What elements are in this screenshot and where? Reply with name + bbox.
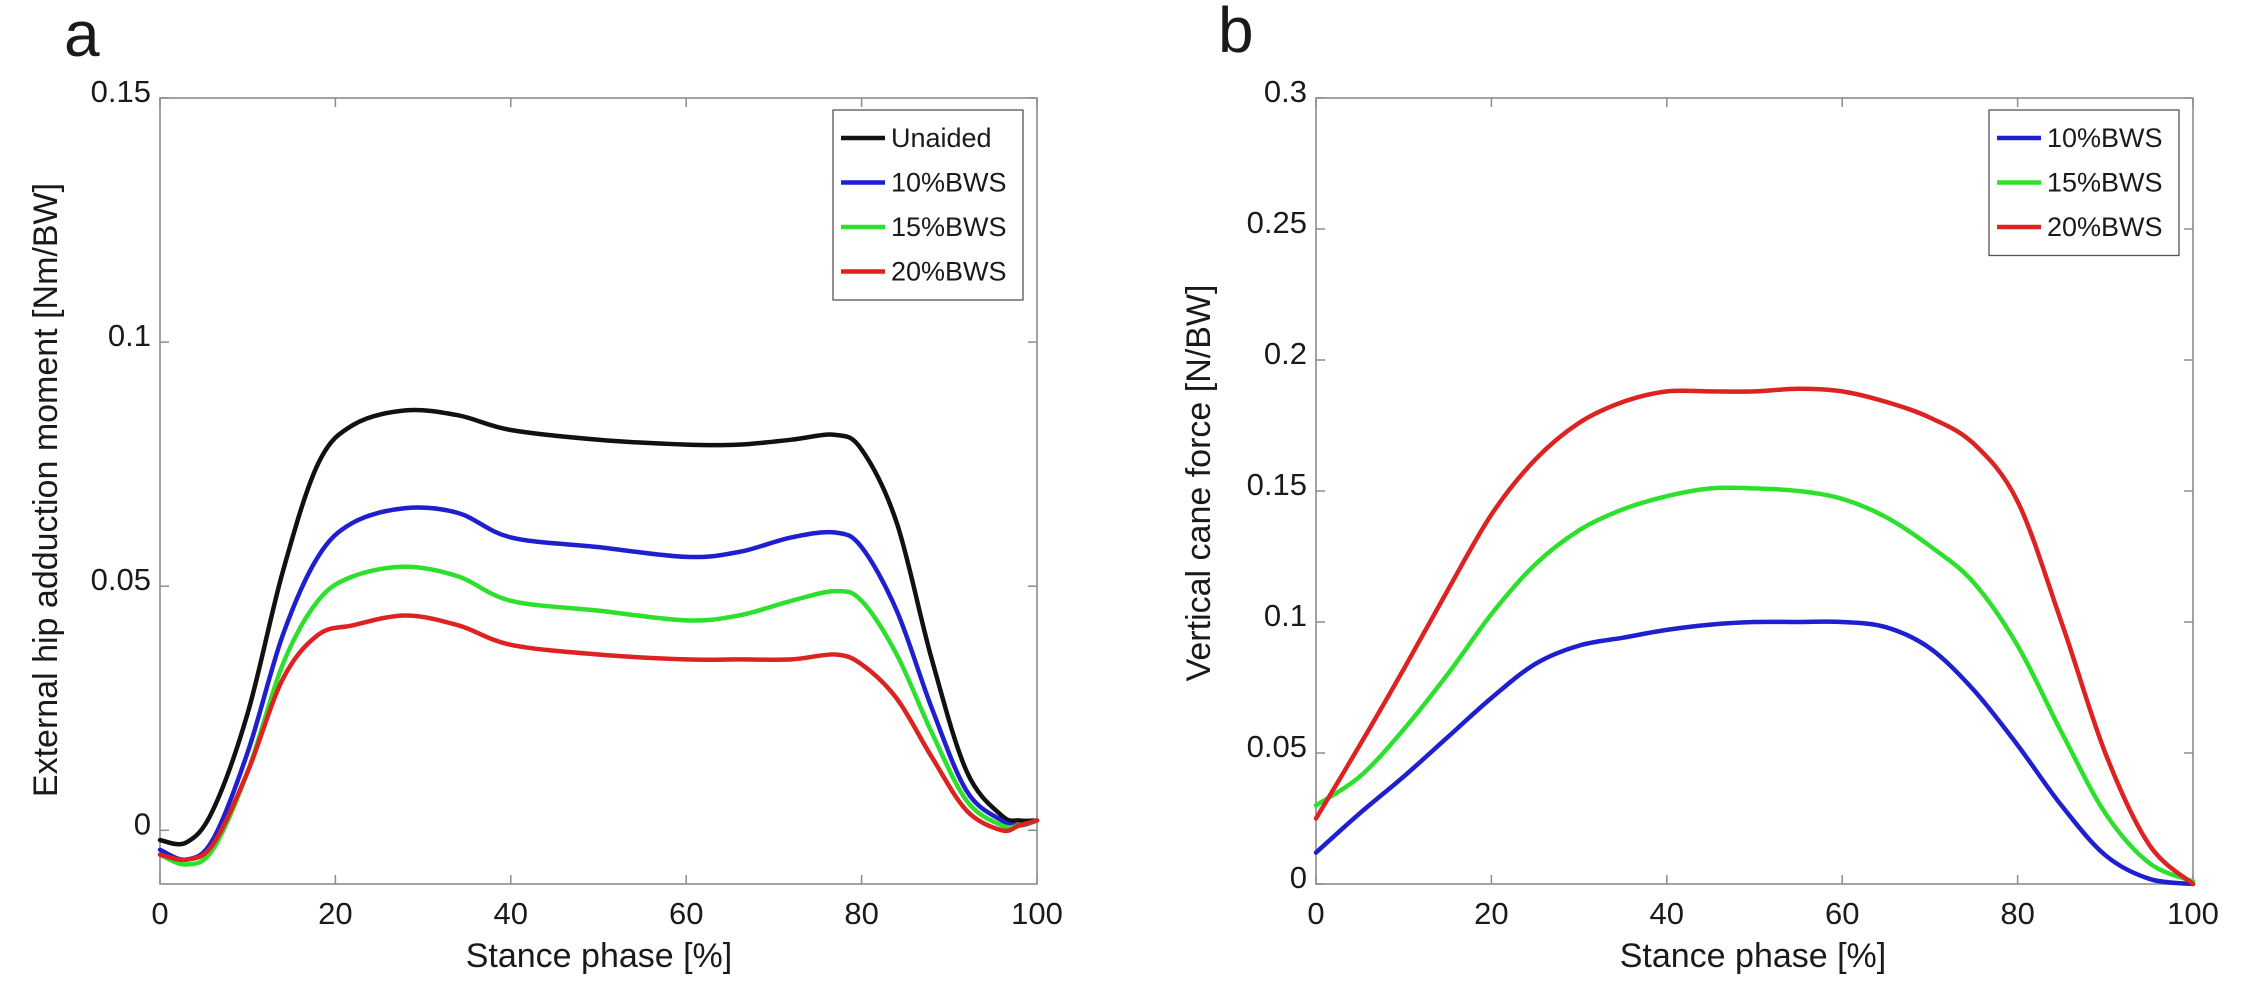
panel-a-plot-area: 0 20 40 60 80 100 0 0.05 0.1 0.15 Unaided 10%BWS 15%…: [91, 74, 1063, 931]
panel-b-x-axis-title: Stance phase [%]: [1620, 937, 1887, 975]
panel-a-x-tick-label: 20: [318, 896, 352, 931]
panel-b-y-tick-label: 0.2: [1264, 336, 1307, 371]
panel-a-series-line-10-bws: [157, 505, 1040, 862]
panel-b-series-line-15-bws: [1313, 485, 2196, 884]
panel-a-y-axis-title: External hip adduction moment [Nm/BW]: [27, 183, 65, 797]
panel-a-legend: Unaided 10%BWS 15%BWS 20%BWS: [832, 109, 1024, 301]
panel-a-series-line-20-bws: [157, 613, 1040, 863]
panel-a-legend-box: [832, 109, 1024, 301]
panel-b-x-tick-label: 20: [1474, 896, 1508, 931]
panel-b-legend-label: 15%BWS: [2047, 168, 2163, 198]
panel-b-legend-label: 10%BWS: [2047, 123, 2163, 153]
panel-b-series-line-20-bws: [1313, 386, 2196, 887]
panel-b-plot-area: 0 20 40 60 80 100 0 0.05 0.1 0.15 0.2 0.25 0.3 10%BWS…: [1247, 74, 2219, 931]
panel-b-y-tick-label: 0.25: [1247, 205, 1307, 240]
panel-a-x-tick-label: 100: [1011, 896, 1063, 931]
panel-a-x-tick-label: 0: [151, 896, 168, 931]
panel-a-letter: a: [64, 0, 100, 70]
panel-a-y-tick-label: 0: [134, 806, 151, 841]
panel-b-y-tick-label: 0: [1290, 860, 1307, 895]
panel-a-legend-label: 10%BWS: [891, 168, 1007, 198]
panel-a-x-axis-title: Stance phase [%]: [466, 937, 733, 975]
panel-b: b 0 20 40 60 80 100 0 0.05 0.1 0.15 0.2 0.25 0.3 10%B…: [1180, 0, 2219, 975]
panel-a-y-tick-label: 0.1: [108, 318, 151, 353]
panel-a-y-tick-label: 0.05: [91, 562, 151, 597]
panel-b-x-tick-label: 80: [2000, 896, 2034, 931]
panel-b-x-tick-label: 0: [1307, 896, 1324, 931]
panel-a-x-tick-label: 60: [669, 896, 703, 931]
panel-b-y-tick-label: 0.1: [1264, 598, 1307, 633]
panel-b-y-axis-title: Vertical cane force [N/BW]: [1180, 285, 1218, 682]
panel-b-x-tick-label: 60: [1825, 896, 1859, 931]
panel-a-x-tick-label: 40: [494, 896, 528, 931]
panel-a-y-tick-label: 0.15: [91, 74, 151, 109]
panel-b-series-line-10-bws: [1313, 619, 2196, 887]
panel-b-letter: b: [1218, 0, 1254, 66]
panel-a-legend-label: Unaided: [891, 123, 992, 153]
panel-b-y-tick-label: 0.15: [1247, 467, 1307, 502]
panel-a-x-tick-label: 80: [844, 896, 878, 931]
panel-b-x-tick-label: 100: [2167, 896, 2219, 931]
panel-a-series-line-unaided: [157, 407, 1040, 847]
panel-a: a 0 20 40 60 80 100 0 0.05 0.1 0.15 Unaided 10%BWS 1…: [27, 0, 1063, 975]
panel-b-y-tick-label: 0.05: [1247, 729, 1307, 764]
panel-a-legend-label: 20%BWS: [891, 257, 1007, 287]
panel-b-legend-label: 20%BWS: [2047, 212, 2163, 242]
panel-a-legend-label: 15%BWS: [891, 212, 1007, 242]
panel-b-x-tick-label: 40: [1650, 896, 1684, 931]
panel-b-legend: 10%BWS 15%BWS 20%BWS: [1988, 109, 2180, 257]
panel-b-y-tick-label: 0.3: [1264, 74, 1307, 109]
